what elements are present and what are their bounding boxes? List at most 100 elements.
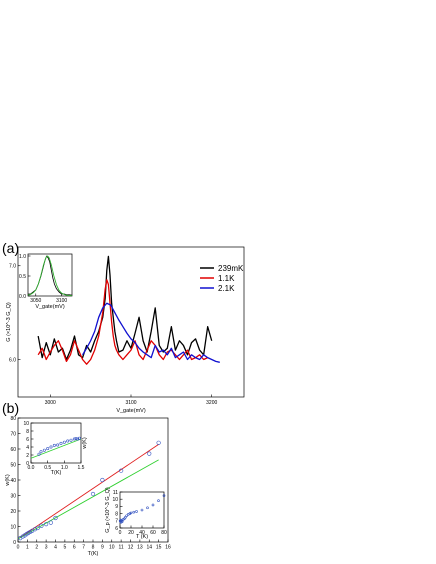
inset-right-data-point [120, 520, 124, 523]
data-point [44, 522, 49, 527]
panel-a-xtick-label: 3000 [45, 400, 56, 406]
panel-b-xtick-label: 13 [137, 545, 143, 551]
fit-line-red [17, 443, 159, 540]
panel-b-inset-right-ytick-label: 9 [115, 504, 118, 510]
panel-b-xtick-label: 16 [165, 545, 171, 551]
inset-right-data-point [140, 508, 144, 512]
panel-b-inset-left-ytick-label: 6 [26, 437, 29, 443]
panel-b-inset-left-ytick-label: 4 [26, 445, 29, 451]
panel-b-xtick-label: 15 [156, 545, 162, 551]
panel-b-ytick-label: 60 [10, 447, 16, 453]
panel-b-inset-left-ytick-label: 10 [23, 421, 29, 427]
inset-data-point [66, 439, 70, 443]
inset-data-point [37, 452, 41, 456]
data-point [156, 440, 161, 445]
panel-a-inset-chart: 3050 3100 0.0 0.5 1.0 V_gate(mV) [19, 253, 73, 310]
data-point [147, 451, 152, 456]
inset-right-data-point [129, 511, 133, 515]
panel-b-ytick-label: 70 [10, 431, 16, 437]
legend-label-2.1K: 2.1K [218, 284, 235, 293]
inset-right-data-point [151, 503, 155, 507]
panel-b-xtick-label: 12 [128, 545, 134, 551]
panel-b-inset-left-xtick-label: 0.5 [44, 465, 51, 471]
panel-a-xtick-label: 3200 [206, 400, 217, 406]
panel-b-inset-right-xtick-label: 80 [161, 530, 167, 536]
panel-b-xtick-label: 11 [119, 545, 124, 551]
panel-b-ytick-label: 30 [10, 493, 16, 499]
panel-a-inset-ytick-label: 0.0 [19, 294, 26, 300]
panel-b-ytick-label: 80 [10, 416, 16, 422]
inset-data-point [49, 445, 53, 449]
inset-data-point [72, 437, 76, 441]
panel-b-inset-right-ytick-label: 6 [115, 526, 118, 532]
panel-b-inset-right-xtick-label: 0 [119, 530, 122, 536]
panel-b-inset-right-xtick-label: 60 [150, 530, 156, 536]
panel-b-chart: 0 1 2 3 4 5 6 7 8 9 10 11 12 13 14 15 160102030405060708… [5, 416, 171, 557]
panel-b-xtick-label: 0 [17, 545, 20, 551]
data-point [53, 515, 58, 521]
inset-right-data-point [132, 510, 136, 514]
series-line-2.1K [82, 302, 220, 363]
panel-a-inset-frame [27, 253, 73, 297]
data-point [48, 520, 53, 525]
panel-a-inset-ytick-label: 1.0 [19, 254, 26, 260]
panel-b-inset-left-ytick-label: 2 [26, 453, 29, 459]
panel-a-inset-ytick-label: 0.5 [19, 274, 26, 280]
panel-b-inset-left-frame [30, 422, 82, 464]
inset-data-point [74, 437, 78, 441]
panel-b-xtick-label: 3 [45, 545, 48, 551]
panel-b-inset-left-bg [31, 423, 81, 463]
panel-b-ytick-label: 40 [10, 478, 16, 484]
inset-data-point [62, 440, 66, 444]
panel-label-b: (b) [2, 400, 19, 416]
inset-data-point [56, 443, 60, 447]
panel-b-xtick-label: 4 [54, 545, 57, 551]
inset-right-data-point [162, 494, 166, 497]
legend-label-239mK: 239mK [218, 264, 244, 273]
inset-data-point [76, 437, 80, 441]
panel-a-inset-xtick-label: 3050 [30, 298, 41, 304]
panel-b-xlabel: T(K) [88, 551, 99, 557]
series-line-239mK [37, 255, 213, 361]
panel-a-chart: 3000 3100 3200 6.0 7.0 V_gate(mV) G (×10^-3 G_… [6, 246, 245, 414]
inset-data-point [46, 447, 50, 451]
panel-b-ytick-label: 50 [10, 462, 16, 468]
panel-b-xtick-label: 1 [26, 545, 29, 551]
data-point [119, 468, 124, 473]
inset-right-data-point [157, 499, 160, 502]
panel-b-inset-left-chart: 0.0 0.5 1.0 1.5 0 2 4 6 8 10 T(K) w(K) [23, 421, 88, 476]
panel-b-inset-right-ytick-label: 8 [115, 511, 118, 517]
panel-b-xtick-label: 2 [35, 545, 38, 551]
panel-b-inset-right-ytick-label: 10 [112, 497, 118, 503]
inset-data-point [59, 441, 63, 445]
panel-a-xlabel: V_gate(mV) [116, 408, 146, 414]
inset-data-point [39, 450, 43, 454]
panel-a-xtick-label: 3100 [125, 400, 136, 406]
inset-right-data-point [146, 506, 149, 510]
panel-b-xtick-label: 8 [92, 545, 95, 551]
panel-b-xtick-label: 10 [109, 545, 115, 551]
inset-line-fit [27, 255, 72, 297]
panel-a-ylabel: G (×10^-3 G_Q) [6, 302, 12, 342]
panel-a-inset-xlabel: V_gate(mV) [35, 304, 65, 310]
panel-b-inset-left-ytick-label: 8 [26, 429, 29, 435]
inset-data-point [42, 448, 46, 452]
data-point [100, 477, 105, 483]
panel-b-inset-right-xlabel: T (K) [136, 534, 148, 540]
panel-b-xtick-label: 9 [101, 545, 104, 551]
panel-label-a: (a) [2, 240, 19, 256]
inset-data-point [69, 438, 73, 442]
panel-b-inset-right-ytick-label: 11 [113, 490, 118, 496]
panel-b-inset-left-ylabel: w(K) [82, 437, 88, 449]
inset-data-point [77, 436, 81, 440]
panel-b-xtick-label: 5 [63, 545, 66, 551]
legend-label-1.1K: 1.1K [218, 274, 235, 283]
series-line-1.1K [37, 279, 208, 365]
inset-right-data-point [125, 514, 128, 518]
data-point [39, 523, 44, 528]
panel-b-ylabel: w(K) [5, 474, 11, 486]
inset-right-data-point [135, 510, 138, 513]
panel-b-inset-right-ylabel: G_p (×10^-3 G_Q) [105, 487, 111, 533]
